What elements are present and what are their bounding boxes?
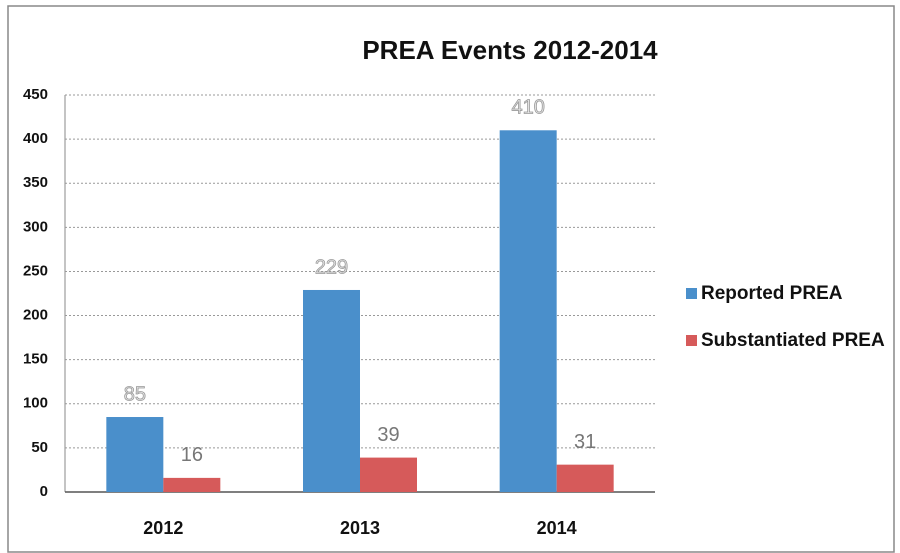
- chart-title: PREA Events 2012-2014: [362, 35, 658, 65]
- bar: [499, 130, 557, 493]
- bar: [360, 457, 417, 492]
- frame: [7, 5, 895, 553]
- data-label: 85: [124, 383, 146, 405]
- bar: [556, 464, 614, 492]
- legend-label: Reported PREA: [701, 283, 843, 304]
- data-label: 16: [181, 444, 203, 466]
- data-label: 39: [377, 424, 399, 446]
- y-tick-label: 200: [23, 307, 48, 324]
- bar: [106, 417, 164, 492]
- x-tick-label: 2014: [537, 518, 577, 538]
- legend-label: Substantiated PREA: [701, 330, 885, 351]
- x-tick-label: 2013: [340, 518, 380, 538]
- x-tick-label: 2012: [143, 518, 183, 538]
- bar: [163, 477, 221, 492]
- y-tick-label: 100: [23, 395, 48, 412]
- legend-swatch: [686, 335, 697, 346]
- y-tick-label: 400: [23, 130, 48, 147]
- y-tick-label: 300: [23, 218, 48, 235]
- y-tick-label: 250: [23, 262, 48, 279]
- data-label: 229: [315, 256, 348, 278]
- y-tick-label: 350: [23, 174, 48, 191]
- data-label: 410: [511, 97, 544, 119]
- y-tick-label: 0: [40, 483, 48, 500]
- y-tick-label: 50: [31, 439, 48, 456]
- bar: [303, 289, 360, 492]
- y-tick-label: 450: [23, 86, 48, 103]
- legend-swatch: [686, 288, 697, 299]
- y-tick-label: 150: [23, 351, 48, 368]
- data-label: 31: [574, 431, 596, 453]
